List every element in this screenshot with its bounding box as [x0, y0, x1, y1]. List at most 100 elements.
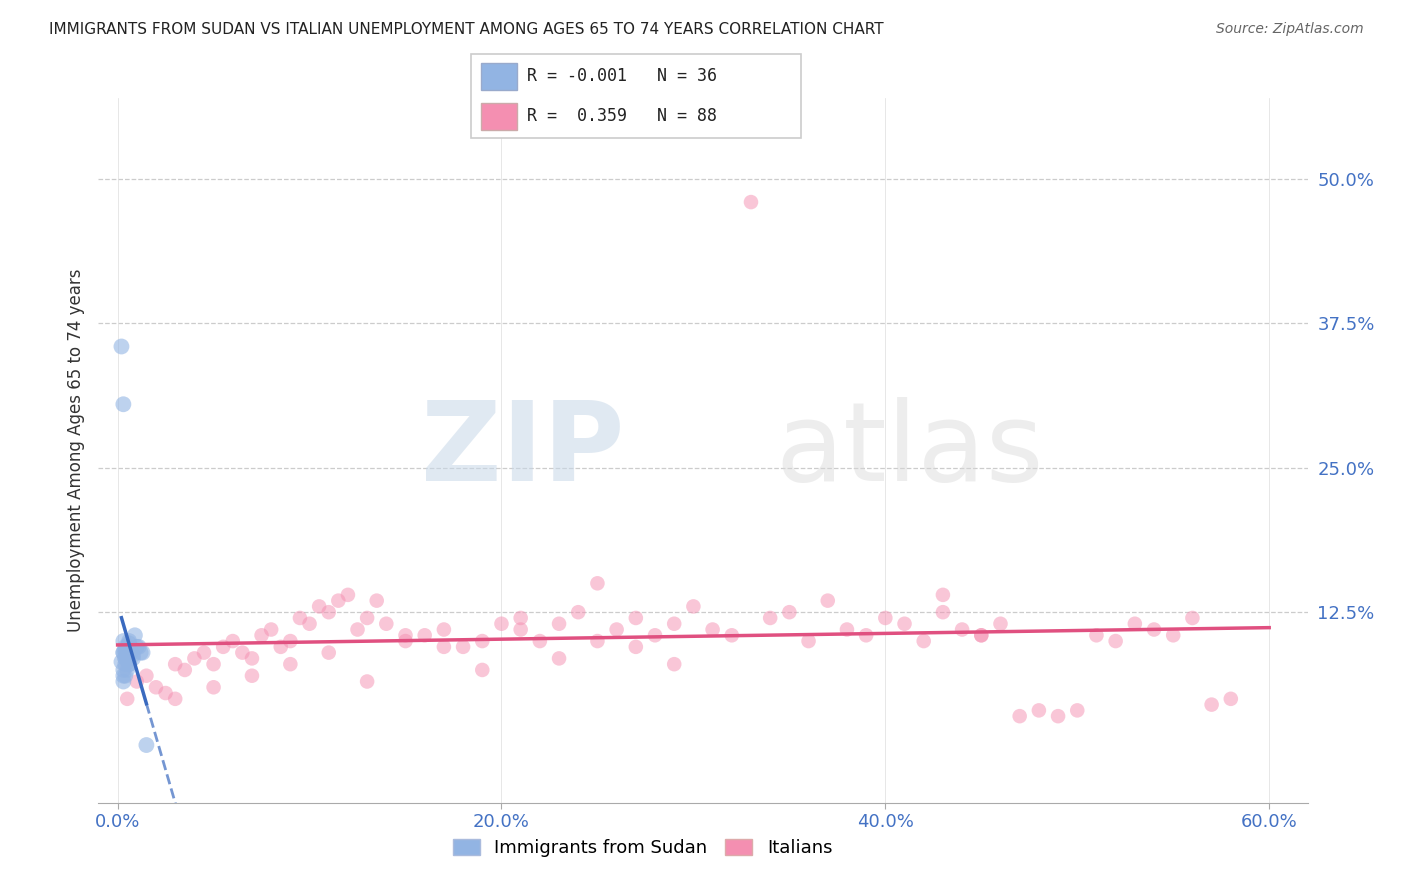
Point: [346, 623, 368, 637]
Point: [124, 628, 146, 642]
Point: [128, 640, 150, 654]
Point: [183, 651, 205, 665]
Point: [112, 634, 135, 648]
Point: [817, 593, 839, 607]
Point: [567, 605, 589, 619]
Point: [114, 657, 136, 672]
Point: [112, 663, 135, 677]
Point: [115, 640, 138, 654]
Point: [471, 663, 494, 677]
Point: [586, 576, 609, 591]
Point: [118, 657, 141, 672]
Point: [875, 611, 897, 625]
Point: [318, 646, 340, 660]
Point: [950, 623, 973, 637]
Point: [125, 640, 148, 654]
Point: [120, 646, 142, 660]
Point: [114, 669, 136, 683]
Point: [664, 657, 686, 672]
Point: [114, 651, 136, 665]
Point: [118, 636, 141, 650]
Point: [240, 669, 263, 683]
Point: [1085, 628, 1108, 642]
Point: [990, 616, 1012, 631]
Point: [122, 651, 145, 665]
Point: [115, 663, 138, 677]
Point: [356, 674, 378, 689]
Point: [491, 616, 513, 631]
Point: [433, 640, 456, 654]
Text: atlas: atlas: [776, 397, 1045, 504]
Point: [114, 646, 136, 660]
Point: [308, 599, 330, 614]
Point: [797, 634, 820, 648]
Point: [231, 646, 253, 660]
Point: [740, 195, 762, 210]
Point: [260, 623, 283, 637]
Point: [1219, 691, 1241, 706]
Point: [664, 616, 686, 631]
Point: [129, 646, 152, 660]
Point: [624, 611, 647, 625]
Point: [112, 669, 135, 683]
Point: [202, 657, 225, 672]
Point: [165, 657, 187, 672]
Point: [222, 634, 245, 648]
Point: [318, 605, 340, 619]
Point: [114, 651, 136, 665]
Point: [451, 640, 474, 654]
Point: [112, 646, 135, 660]
Point: [155, 686, 177, 700]
Text: IMMIGRANTS FROM SUDAN VS ITALIAN UNEMPLOYMENT AMONG AGES 65 TO 74 YEARS CORRELAT: IMMIGRANTS FROM SUDAN VS ITALIAN UNEMPLO…: [49, 22, 884, 37]
Point: [606, 623, 628, 637]
Point: [1161, 628, 1184, 642]
Point: [548, 651, 571, 665]
Bar: [481, 103, 517, 130]
Text: Source: ZipAtlas.com: Source: ZipAtlas.com: [1216, 22, 1364, 37]
Point: [1181, 611, 1204, 625]
Point: [970, 628, 993, 642]
Point: [120, 643, 142, 657]
Point: [280, 657, 302, 672]
Point: [624, 640, 647, 654]
Point: [240, 651, 263, 665]
Point: [298, 616, 321, 631]
Point: [110, 339, 132, 353]
Text: R =  0.359   N = 88: R = 0.359 N = 88: [527, 107, 717, 125]
Point: [893, 616, 915, 631]
Point: [1123, 616, 1146, 631]
Point: [212, 640, 235, 654]
Point: [250, 628, 273, 642]
Point: [125, 674, 148, 689]
Point: [1008, 709, 1031, 723]
Point: [280, 634, 302, 648]
Point: [1143, 623, 1166, 637]
Point: [112, 674, 135, 689]
Point: [759, 611, 782, 625]
Point: [110, 655, 132, 669]
Point: [328, 593, 350, 607]
Point: [135, 738, 157, 752]
Point: [336, 588, 359, 602]
Point: [115, 651, 138, 665]
Point: [413, 628, 436, 642]
Point: [118, 648, 141, 662]
Point: [288, 611, 311, 625]
Point: [509, 611, 531, 625]
Point: [202, 680, 225, 694]
Point: [122, 648, 145, 662]
Y-axis label: Unemployment Among Ages 65 to 74 years: Unemployment Among Ages 65 to 74 years: [66, 268, 84, 632]
Point: [1104, 634, 1126, 648]
Point: [131, 646, 153, 660]
Point: [270, 640, 292, 654]
Point: [366, 593, 388, 607]
Point: [932, 605, 955, 619]
Point: [529, 634, 551, 648]
Point: [394, 634, 416, 648]
Point: [114, 640, 136, 654]
Bar: [481, 62, 517, 90]
Point: [115, 691, 138, 706]
Point: [394, 628, 416, 642]
Point: [835, 623, 858, 637]
Point: [912, 634, 935, 648]
